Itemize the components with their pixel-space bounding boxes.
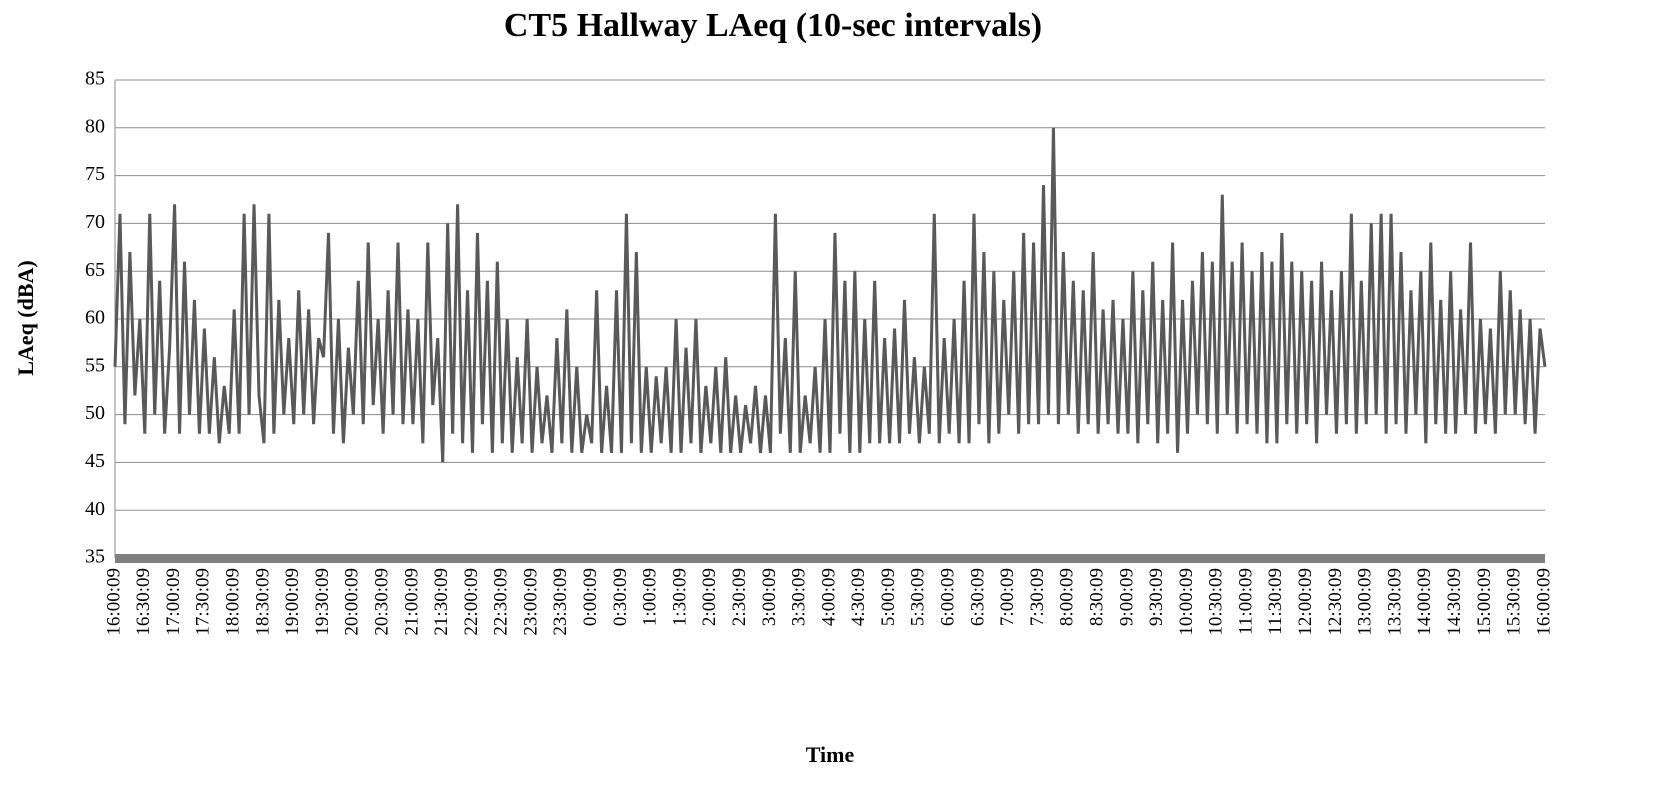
y-tick-label: 55 [85,354,105,376]
x-tick-label: 11:00:09 [1235,568,1256,635]
x-tick-label: 17:30:09 [193,568,214,636]
x-tick-label: 9:30:09 [1146,568,1167,626]
y-axis-label: LAeq (dBA) [13,260,38,376]
x-tick-label: 20:00:09 [342,568,363,636]
x-tick-label: 18:30:09 [252,568,273,636]
x-tick-label: 11:30:09 [1265,568,1286,635]
y-tick-label: 50 [85,402,105,424]
x-tick-label: 23:00:09 [520,568,541,636]
x-tick-label: 6:30:09 [967,568,988,626]
x-tick-label: 7:00:09 [997,568,1018,626]
x-tick-label: 9:00:09 [1116,568,1137,626]
y-tick-label: 45 [85,450,105,472]
x-tick-label: 18:00:09 [223,568,244,636]
x-tick-label: 21:00:09 [401,568,422,636]
x-tick-label: 2:30:09 [729,568,750,626]
x-tick-label: 8:00:09 [1057,568,1078,626]
x-tick-label: 4:00:09 [818,568,839,626]
chart-title: CT5 Hallway LAeq (10-sec intervals) [504,7,1042,44]
x-tick-label: 3:30:09 [789,568,810,626]
y-tick-label: 35 [85,546,105,568]
y-tick-label: 70 [85,211,105,233]
x-tick-label: 19:00:09 [282,568,303,636]
x-tick-label: 14:30:09 [1444,568,1465,636]
x-axis-band [115,554,1545,563]
x-tick-label: 22:30:09 [491,568,512,636]
x-tick-label: 19:30:09 [312,568,333,636]
x-tick-label: 13:30:09 [1384,568,1405,636]
x-tick-label: 13:00:09 [1355,568,1376,636]
x-tick-label: 20:30:09 [371,568,392,636]
x-tick-label: 12:00:09 [1295,568,1316,636]
x-tick-label: 21:30:09 [431,568,452,636]
x-tick-label: 1:30:09 [669,568,690,626]
y-tick-label: 80 [85,115,105,137]
y-tick-label: 65 [85,259,105,281]
x-tick-label: 15:30:09 [1504,568,1525,636]
x-tick-label: 15:00:09 [1474,568,1495,636]
x-tick-label: 23:30:09 [550,568,571,636]
x-tick-label: 22:00:09 [461,568,482,636]
x-tick-label: 12:30:09 [1325,568,1346,636]
x-tick-label: 1:00:09 [640,568,661,626]
x-axis-label: Time [806,742,855,767]
x-tick-label: 16:30:09 [133,568,154,636]
x-tick-label: 0:30:09 [610,568,631,626]
x-tick-label: 2:00:09 [699,568,720,626]
x-tick-label: 7:30:09 [1027,568,1048,626]
x-tick-label: 5:30:09 [908,568,929,626]
x-tick-label: 16:00:09 [1533,568,1554,636]
x-tick-label: 10:00:09 [1176,568,1197,636]
y-tick-label: 60 [85,307,105,329]
x-tick-label: 0:00:09 [580,568,601,626]
x-tick-label: 4:30:09 [848,568,869,626]
data-line [113,127,1547,463]
x-tick-label: 3:00:09 [759,568,780,626]
x-tick-label: 5:00:09 [878,568,899,626]
x-tick-label: 6:00:09 [938,568,959,626]
x-tick-label: 16:00:09 [103,568,124,636]
x-tick-label: 17:00:09 [163,568,184,636]
x-tick-label: 8:30:09 [1086,568,1107,626]
y-tick-label: 40 [85,498,105,520]
y-tick-label: 75 [85,163,105,185]
x-tick-label: 14:00:09 [1414,568,1435,636]
x-tick-label: 10:30:09 [1206,568,1227,636]
y-tick-label: 85 [85,68,105,90]
